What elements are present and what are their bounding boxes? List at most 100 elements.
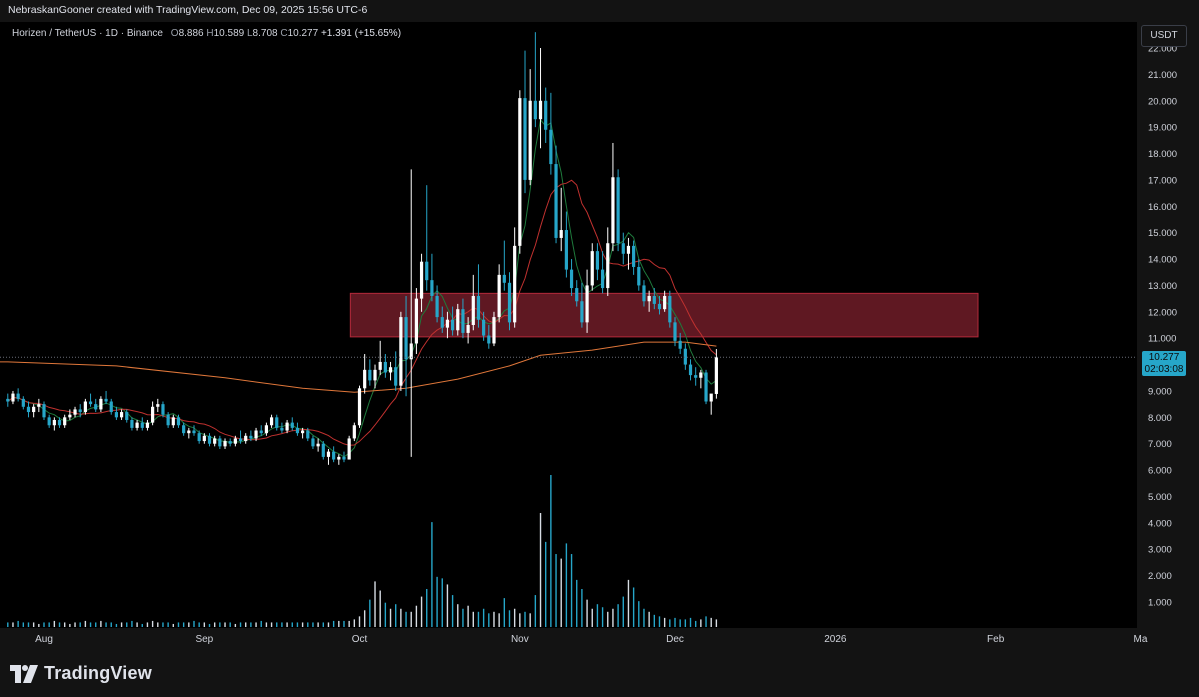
candle[interactable] [228, 438, 232, 447]
candle[interactable] [11, 390, 15, 405]
candle[interactable] [130, 417, 134, 431]
candle[interactable] [616, 169, 620, 252]
candle[interactable] [518, 90, 522, 254]
candle[interactable] [492, 311, 496, 347]
candle[interactable] [32, 404, 36, 418]
candle[interactable] [611, 142, 615, 252]
candle[interactable] [373, 364, 377, 389]
candle[interactable] [269, 414, 274, 428]
candle[interactable] [528, 69, 532, 186]
candle[interactable] [156, 398, 160, 413]
candle[interactable] [63, 414, 67, 428]
candle[interactable] [280, 422, 284, 434]
candle[interactable] [404, 295, 408, 397]
candle[interactable] [192, 425, 196, 436]
candle[interactable] [104, 390, 108, 405]
candle[interactable] [119, 409, 124, 420]
candle[interactable] [151, 401, 155, 426]
candle[interactable] [383, 354, 387, 378]
candle[interactable] [456, 303, 460, 336]
candle[interactable] [564, 211, 568, 278]
candle[interactable] [544, 87, 548, 143]
candle[interactable] [125, 409, 129, 423]
candle[interactable] [223, 438, 227, 449]
candle[interactable] [688, 359, 693, 381]
candle[interactable] [295, 422, 300, 436]
candle[interactable] [140, 417, 144, 431]
candle[interactable] [94, 398, 98, 413]
candle[interactable] [368, 359, 372, 386]
candle[interactable] [218, 435, 222, 449]
candle[interactable] [678, 332, 682, 355]
candle[interactable] [249, 430, 253, 442]
candle[interactable] [414, 288, 418, 355]
candle[interactable] [73, 406, 77, 418]
candle[interactable] [207, 433, 212, 447]
candle[interactable] [37, 398, 41, 413]
candle[interactable] [259, 425, 263, 436]
candle[interactable] [21, 396, 25, 410]
candle[interactable] [145, 419, 150, 431]
candle[interactable] [430, 253, 434, 302]
candle[interactable] [352, 422, 356, 442]
candle[interactable] [161, 401, 165, 418]
candle[interactable] [6, 393, 10, 407]
candle[interactable] [549, 92, 553, 175]
candle[interactable] [16, 388, 20, 402]
candle[interactable] [264, 422, 269, 436]
candle[interactable] [347, 435, 351, 460]
candle[interactable] [626, 237, 631, 270]
candle[interactable] [621, 232, 625, 265]
candle[interactable] [585, 269, 589, 333]
candle[interactable] [342, 451, 346, 463]
candle[interactable] [554, 145, 558, 244]
candle[interactable] [285, 419, 289, 434]
candle[interactable] [559, 187, 563, 252]
candle[interactable] [590, 243, 594, 291]
candle[interactable] [699, 369, 703, 389]
candle[interactable] [637, 259, 641, 291]
candle[interactable] [114, 406, 119, 420]
candle[interactable] [306, 427, 310, 442]
candle[interactable] [244, 433, 248, 444]
candle[interactable] [425, 185, 429, 291]
candle[interactable] [507, 272, 512, 331]
candle[interactable] [673, 317, 677, 347]
time-axis[interactable] [0, 628, 1137, 650]
candle[interactable] [580, 282, 584, 328]
candle[interactable] [394, 351, 398, 391]
candle[interactable] [202, 433, 206, 444]
candle[interactable] [254, 427, 258, 442]
candle[interactable] [326, 448, 331, 465]
candle[interactable] [569, 259, 574, 296]
candle[interactable] [332, 446, 336, 463]
candle[interactable] [709, 393, 713, 415]
price-axis[interactable] [1137, 22, 1199, 650]
candle[interactable] [642, 280, 646, 307]
candle[interactable] [652, 288, 656, 310]
candle[interactable] [68, 409, 72, 420]
candle[interactable] [363, 354, 367, 394]
candle[interactable] [78, 404, 82, 418]
candle[interactable] [52, 417, 56, 431]
candle[interactable] [538, 48, 543, 149]
candle[interactable] [109, 398, 113, 415]
candle[interactable] [533, 32, 537, 128]
candle[interactable] [683, 343, 687, 370]
candle[interactable] [471, 274, 475, 331]
candle[interactable] [357, 385, 362, 428]
candle[interactable] [233, 435, 237, 447]
symbol-name[interactable]: Horizen / TetherUS · 1D · Binance [12, 28, 163, 39]
candle[interactable] [311, 435, 315, 449]
candle[interactable] [42, 401, 46, 420]
candle[interactable] [461, 298, 465, 339]
candle[interactable] [450, 306, 455, 336]
candle[interactable] [301, 427, 305, 439]
candle[interactable] [135, 419, 139, 431]
candle[interactable] [600, 251, 605, 294]
candle[interactable] [482, 311, 486, 341]
candle[interactable] [171, 414, 175, 428]
tradingview-logo[interactable]: TradingView [10, 663, 152, 684]
candle[interactable] [197, 430, 201, 444]
candle[interactable] [409, 169, 413, 457]
